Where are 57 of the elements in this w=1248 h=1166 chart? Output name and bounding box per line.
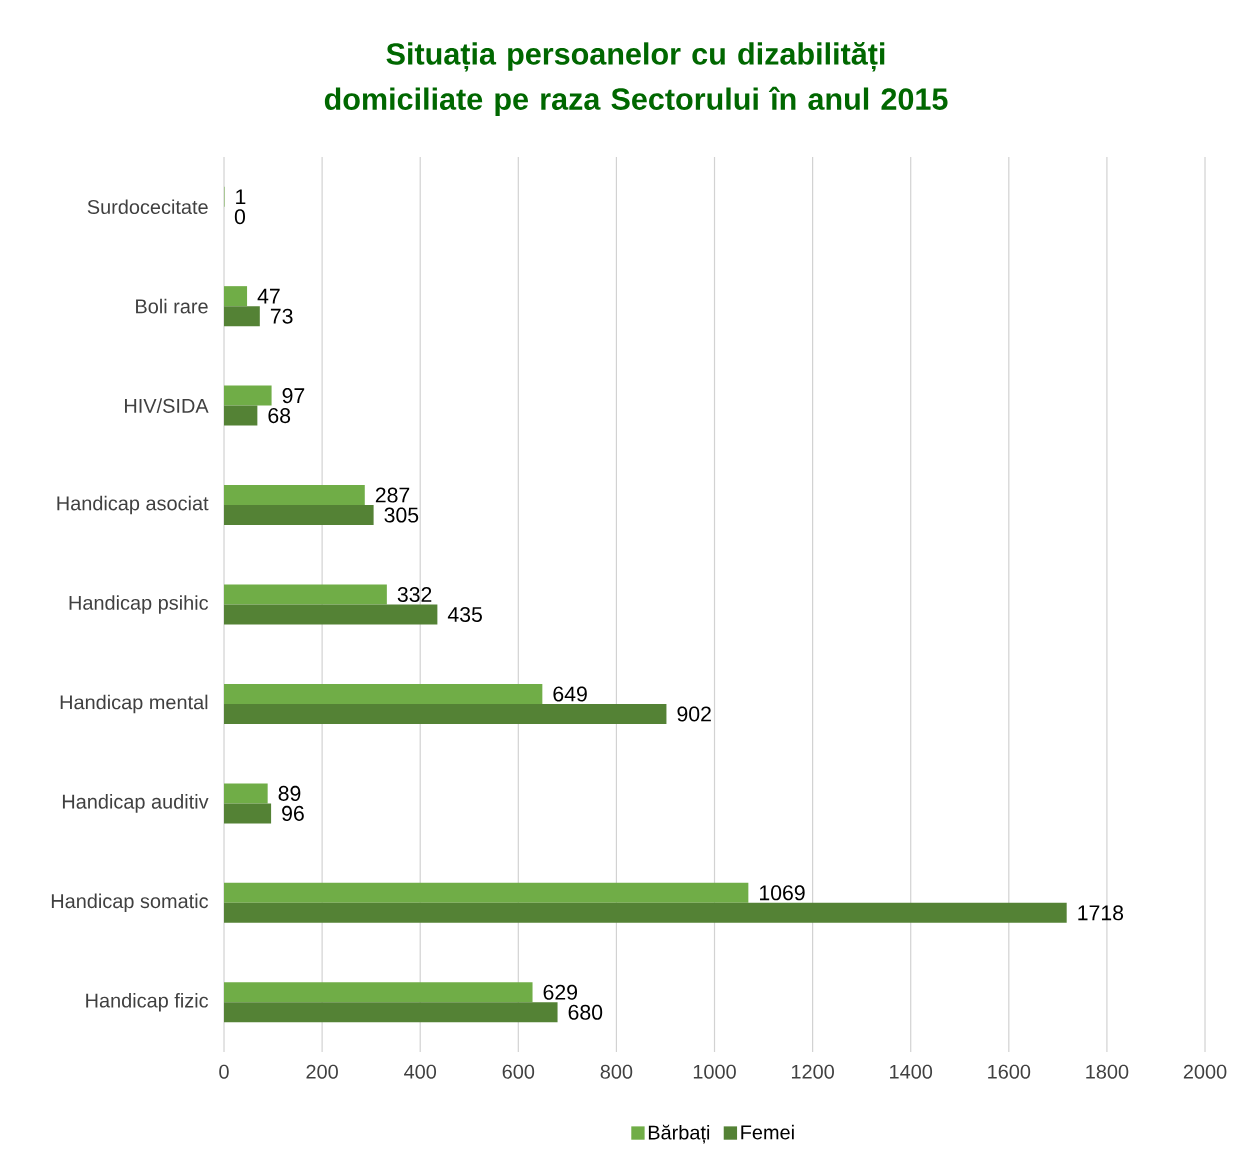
x-tick-label: 600 <box>502 1064 535 1079</box>
bar <box>224 485 365 506</box>
data-label: 435 <box>447 606 482 623</box>
x-tick-label: 1200 <box>791 1064 834 1079</box>
data-label: 1069 <box>760 885 805 901</box>
y-tick-label: Handicap mental <box>60 694 208 714</box>
bar <box>224 385 272 406</box>
data-label: 96 <box>282 805 304 821</box>
bar <box>224 1002 558 1023</box>
data-label: 680 <box>568 1004 603 1020</box>
legend-label: Bărbați <box>648 1124 710 1144</box>
bar <box>224 604 438 625</box>
chart-title: Situația persoanelor cu dizabilități domiciliate pe raza Sectorului în anul 2015 <box>324 41 948 116</box>
bar <box>224 505 374 526</box>
x-tick-label: 200 <box>306 1064 338 1079</box>
data-label: 902 <box>677 706 711 722</box>
data-label: 68 <box>268 408 291 424</box>
data-label: 332 <box>397 586 432 603</box>
data-label: 305 <box>384 507 419 523</box>
bar <box>224 405 258 426</box>
legend-label: Femei <box>741 1124 794 1140</box>
x-tick-label: 400 <box>404 1064 437 1079</box>
bar <box>224 882 749 903</box>
bar <box>224 703 667 724</box>
bar <box>224 982 533 1003</box>
x-tick-label: 1800 <box>1086 1064 1129 1079</box>
bar <box>224 306 260 327</box>
data-label: 47 <box>257 288 280 304</box>
y-tick-label: Boli rare <box>136 298 208 314</box>
y-tick-label: Handicap somatic <box>51 893 209 913</box>
y-tick-label: Handicap fizic <box>86 992 209 1012</box>
x-tick-label: 1600 <box>988 1064 1031 1079</box>
x-tick-label: 0 <box>219 1064 229 1079</box>
bar <box>224 286 248 307</box>
y-tick-label: Handicap psihic <box>69 595 209 614</box>
bar <box>224 584 387 605</box>
data-label: 73 <box>270 308 293 324</box>
x-tick-label: 1000 <box>693 1064 736 1079</box>
data-label: 1718 <box>1078 905 1124 921</box>
data-label: 287 <box>375 487 410 503</box>
y-tick-label: Surdocecitate <box>87 199 208 215</box>
data-label: 649 <box>553 686 587 702</box>
bar <box>224 683 543 704</box>
data-label: 97 <box>282 388 305 404</box>
y-tick-label: HIV/SIDA <box>125 398 209 413</box>
bar <box>224 803 272 824</box>
x-tick-label: 800 <box>600 1064 633 1079</box>
data-label: 0 <box>234 209 246 225</box>
bar <box>224 902 1067 923</box>
data-label: 1 <box>236 189 246 205</box>
data-label: 629 <box>543 984 578 1000</box>
x-tick-label: 1400 <box>890 1064 933 1079</box>
bar <box>224 783 268 804</box>
data-label: 89 <box>278 785 301 801</box>
y-tick-label: Handicap auditiv <box>62 794 209 813</box>
y-tick-label: Handicap asociat <box>57 495 209 515</box>
x-tick-label: 2000 <box>1183 1064 1227 1079</box>
